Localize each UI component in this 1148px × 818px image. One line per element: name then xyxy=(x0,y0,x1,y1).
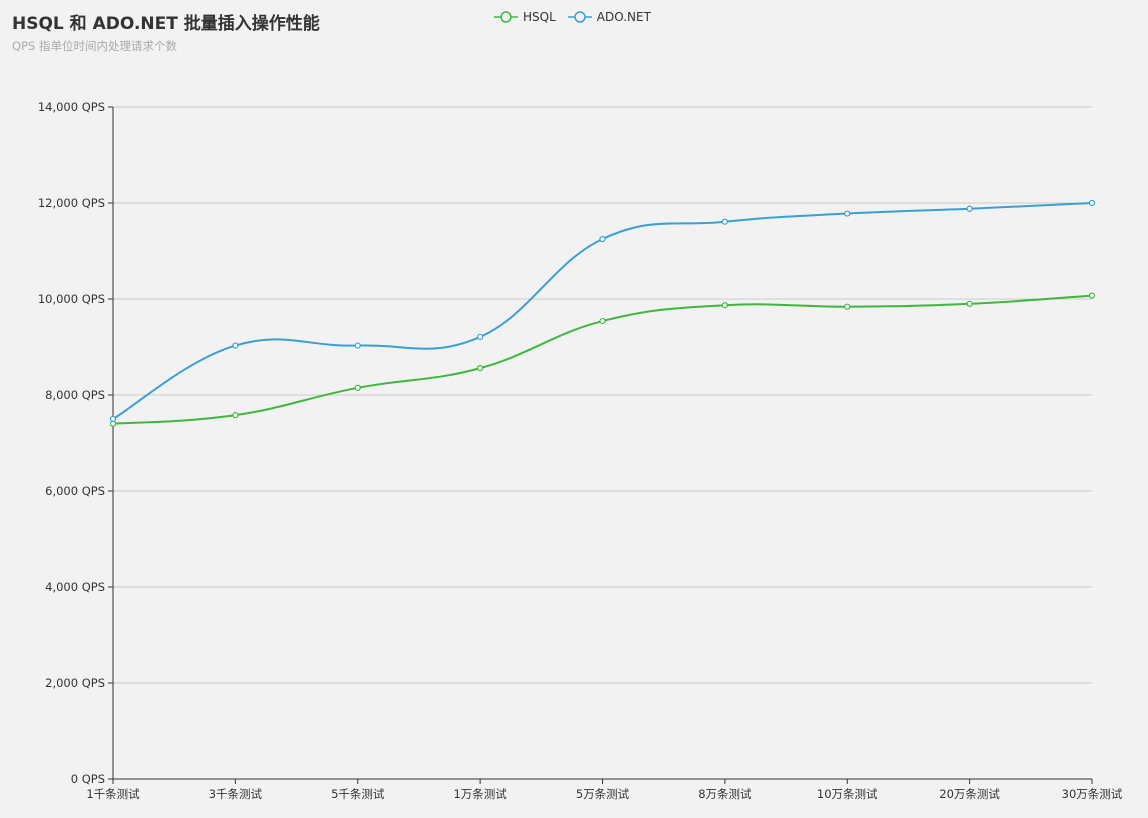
chart-subtitle: QPS 指单位时间内处理请求个数 xyxy=(12,39,177,53)
data-point-adonet xyxy=(354,342,361,349)
data-point-adonet xyxy=(477,333,484,341)
x-tick-label: 3千条测试 xyxy=(209,787,263,801)
series-line-adonet xyxy=(112,202,1093,420)
x-tick-label: 30万条测试 xyxy=(1062,787,1123,801)
y-tick-label: 10,000 QPS xyxy=(38,292,105,306)
data-point-adonet xyxy=(1088,199,1096,207)
data-point-hsql xyxy=(844,303,851,310)
data-point-hsql xyxy=(599,317,606,325)
y-tick-label: 6,000 QPS xyxy=(45,484,105,498)
x-tick-label: 1千条测试 xyxy=(86,787,140,801)
y-tick-label: 12,000 QPS xyxy=(38,196,105,210)
data-point-hsql xyxy=(232,412,239,419)
x-tick-label: 1万条测试 xyxy=(453,787,507,801)
data-point-hsql xyxy=(721,302,728,309)
y-tick-label: 4,000 QPS xyxy=(45,580,105,594)
legend-item-adonet[interactable]: ADO.NET xyxy=(567,10,651,24)
x-tick-label: 5千条测试 xyxy=(331,787,385,801)
y-tick-label: 8,000 QPS xyxy=(45,388,105,402)
data-point-adonet xyxy=(844,210,851,217)
legend-line-circle-icon xyxy=(494,11,518,23)
data-point-hsql xyxy=(477,365,484,372)
x-tick-label: 20万条测试 xyxy=(939,787,1000,801)
x-tick-label: 8万条测试 xyxy=(698,787,752,801)
x-tick-label: 5万条测试 xyxy=(576,787,630,801)
legend-item-hsql[interactable]: HSQL xyxy=(494,10,556,24)
data-point-adonet xyxy=(721,218,728,225)
data-point-adonet xyxy=(109,415,117,423)
data-point-adonet xyxy=(599,235,606,243)
x-tick-label: 10万条测试 xyxy=(817,787,878,801)
chart-legend: HSQL ADO.NET xyxy=(494,10,651,24)
legend-line-circle-icon xyxy=(567,11,592,23)
data-point-adonet xyxy=(232,342,239,349)
y-tick-label: 2,000 QPS xyxy=(45,676,105,690)
chart-title: HSQL 和 ADO.NET 批量插入操作性能 xyxy=(12,14,320,34)
data-point-hsql xyxy=(966,300,973,307)
data-point-hsql xyxy=(354,384,361,391)
legend-label: ADO.NET xyxy=(596,10,651,24)
y-tick-label: 14,000 QPS xyxy=(38,100,105,114)
data-point-adonet xyxy=(966,205,973,212)
series-line-hsql xyxy=(112,294,1093,425)
legend-label: HSQL xyxy=(523,10,556,24)
data-point-hsql xyxy=(1088,292,1096,299)
y-tick-label: 0 QPS xyxy=(71,772,105,786)
